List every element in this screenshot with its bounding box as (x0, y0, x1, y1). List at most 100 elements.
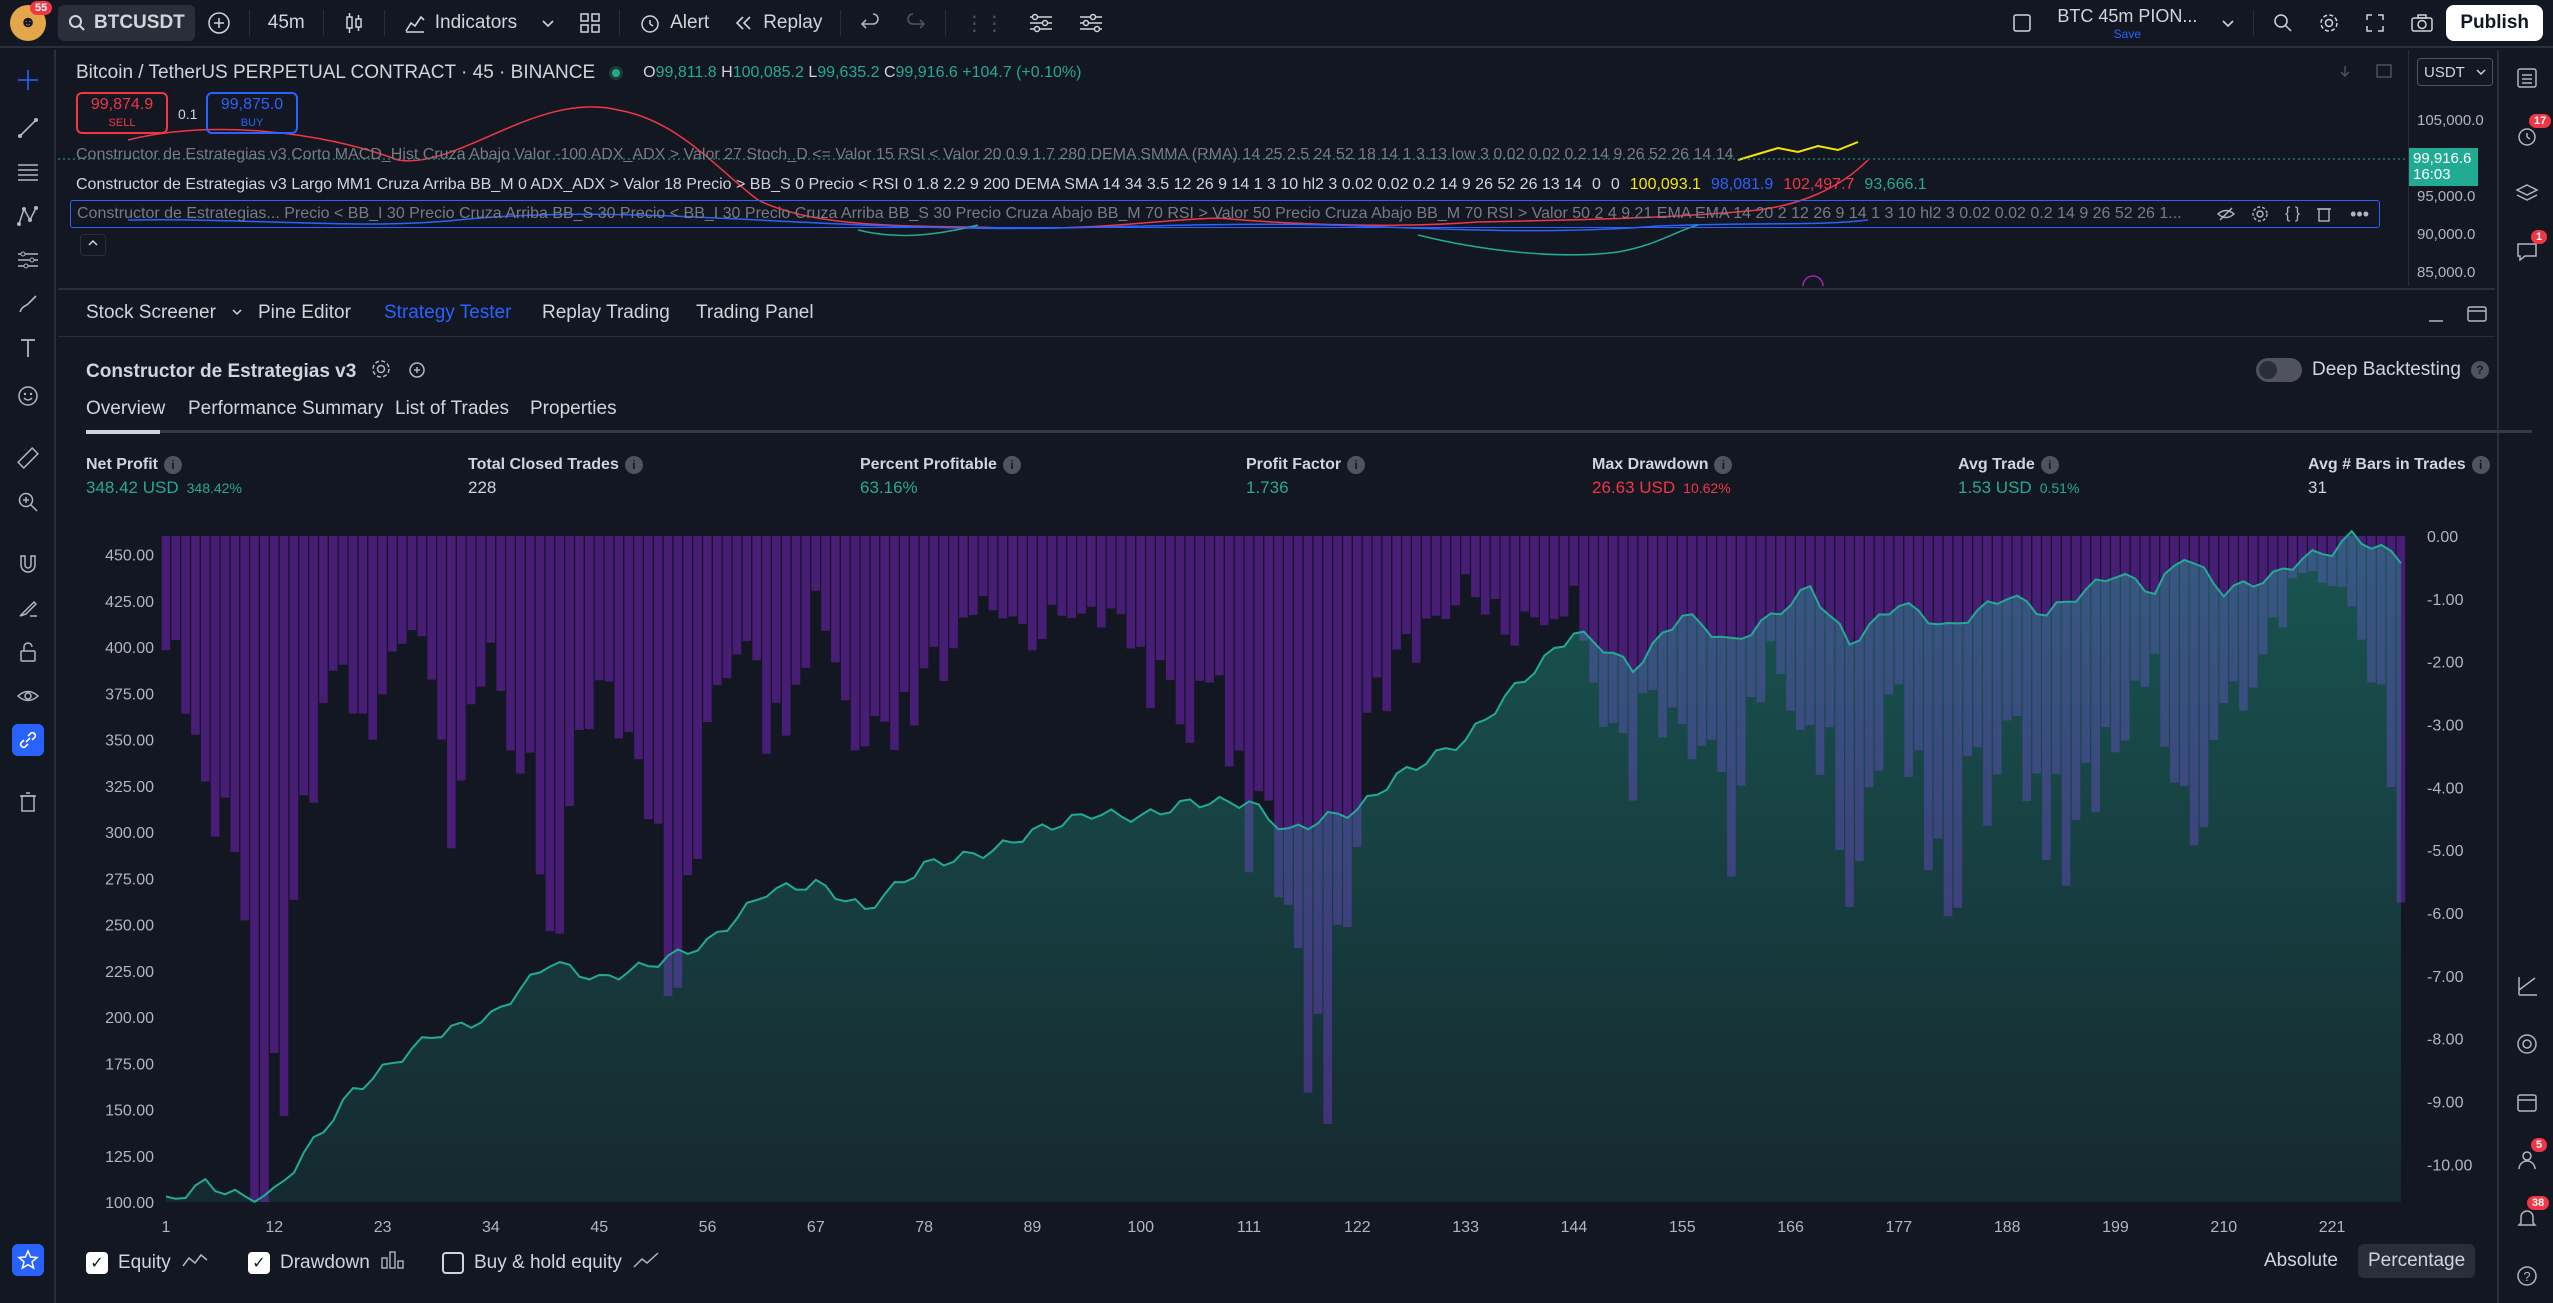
info-icon[interactable]: i (1714, 456, 1733, 474)
watchlist-button[interactable] (2511, 62, 2543, 94)
pattern-tool[interactable] (12, 200, 44, 232)
tab-pine-editor[interactable]: Pine Editor (258, 302, 351, 323)
object-tree-button[interactable] (2511, 178, 2543, 210)
crosshair-tool[interactable] (12, 64, 44, 96)
currency-select[interactable]: USDT (2417, 58, 2493, 86)
symbol-search[interactable]: BTCUSDT (58, 5, 195, 41)
eye-icon[interactable] (2216, 205, 2235, 223)
trading-panel-button[interactable] (2511, 970, 2543, 1002)
indicator-short[interactable]: Constructor de Estrategias v3 Corto MACD… (76, 146, 1734, 163)
absolute-toggle[interactable]: Absolute (2264, 1250, 2338, 1271)
equity-checkbox-row[interactable]: ✓ Equity (86, 1250, 209, 1276)
ruler-tool[interactable] (12, 442, 44, 474)
subtab-list-of-trades[interactable]: List of Trades (395, 398, 510, 419)
zoom-tool[interactable] (12, 486, 44, 518)
drag-handle[interactable]: ⋮⋮ (952, 3, 1016, 43)
strategy-settings-button-2[interactable] (1066, 3, 1116, 43)
info-icon[interactable]: i (2471, 456, 2490, 474)
indicator-long[interactable]: Constructor de Estrategias v3 Largo MM1 … (76, 176, 1927, 194)
community-button[interactable]: 5 (2511, 1138, 2548, 1176)
subtab-overview[interactable]: Overview (86, 398, 166, 419)
compare-button[interactable] (195, 3, 243, 43)
tab-replay-trading[interactable]: Replay Trading (542, 302, 670, 323)
info-icon[interactable]: i (624, 456, 643, 474)
sell-button[interactable]: 99,874.9 SELL (76, 92, 168, 134)
settings-button[interactable] (2306, 3, 2352, 43)
stay-drawing-tool[interactable] (12, 592, 44, 624)
symbol-full-title[interactable]: Bitcoin / TetherUS PERPETUAL CONTRACT · … (76, 62, 596, 83)
trash-icon[interactable] (2316, 205, 2332, 223)
layout-dropdown[interactable] (2209, 3, 2247, 43)
collapse-legend-button[interactable] (80, 234, 106, 256)
info-icon[interactable]: i (1347, 456, 1366, 474)
undo-button[interactable] (847, 3, 893, 43)
link-tool[interactable] (12, 724, 44, 756)
info-icon[interactable]: i (164, 456, 182, 474)
interval-button[interactable]: 45m (267, 12, 305, 33)
help-button[interactable]: ? (2511, 1260, 2543, 1292)
emoji-tool[interactable] (12, 380, 44, 412)
subtab-performance-summary[interactable]: Performance Summary (188, 398, 384, 419)
notifications-button[interactable]: 38 (2511, 1196, 2550, 1234)
info-icon[interactable]: i (2040, 456, 2059, 474)
scroll-down-icon[interactable] (2338, 64, 2352, 83)
tab-stock-screener[interactable]: Stock Screener (86, 302, 243, 324)
subtab-properties[interactable]: Properties (530, 398, 617, 419)
fib-tool[interactable] (12, 156, 44, 188)
help-icon[interactable]: ? (2470, 361, 2489, 379)
price-chart[interactable]: Bitcoin / TetherUS PERPETUAL CONTRACT · … (58, 50, 2408, 286)
favorites-tool[interactable] (12, 1244, 44, 1276)
equity-drawdown-chart[interactable]: 100.00 125.00 150.00 175.00 200.00 225.00 250.… (58, 522, 2495, 1242)
more-icon[interactable]: ••• (2350, 203, 2369, 224)
price-scale[interactable]: USDT 105,000.0 99,916.6 16:03 95,000.0 9… (2408, 50, 2497, 286)
maximize-chart-icon[interactable] (2376, 64, 2392, 83)
redo-button[interactable] (893, 3, 939, 43)
drawdown-checkbox-row[interactable]: ✓ Drawdown (248, 1250, 406, 1276)
tab-strategy-tester[interactable]: Strategy Tester (384, 302, 512, 323)
layout-toggle[interactable] (1999, 3, 2045, 43)
indicators-dropdown[interactable] (529, 3, 567, 43)
add-alert-icon[interactable] (406, 358, 428, 386)
equity-checkbox[interactable]: ✓ (86, 1252, 108, 1274)
info-icon[interactable]: i (1002, 456, 1021, 474)
source-code-icon[interactable]: { } (2284, 205, 2301, 222)
drawdown-checkbox[interactable]: ✓ (248, 1252, 270, 1274)
indicators-button[interactable]: Indicators (391, 3, 529, 43)
minimize-panel-icon[interactable] (2426, 304, 2446, 329)
lock-tool[interactable] (12, 636, 44, 668)
user-avatar[interactable]: ☻ 55 (10, 1, 53, 41)
hide-tool[interactable] (12, 680, 44, 712)
trendline-tool[interactable] (12, 112, 44, 144)
calendar-button[interactable] (2511, 1086, 2543, 1118)
chart-type-button[interactable] (330, 3, 378, 43)
text-tool[interactable] (12, 332, 44, 364)
brush-tool[interactable] (12, 288, 44, 320)
deep-backtesting-toggle[interactable] (2256, 358, 2302, 382)
trash-tool[interactable] (12, 786, 44, 818)
publish-button[interactable]: Publish (2446, 5, 2543, 41)
ideas-button[interactable] (2511, 1028, 2543, 1060)
alert-button[interactable]: Alert (626, 3, 721, 43)
metric-avg-bars: 31 (2308, 478, 2327, 497)
forecast-tool[interactable] (12, 244, 44, 276)
templates-button[interactable] (567, 3, 613, 43)
buyhold-checkbox-row[interactable]: Buy & hold equity (442, 1250, 660, 1276)
fullscreen-button[interactable] (2352, 3, 2398, 43)
indicator-third-selected[interactable]: Constructor de Estrategias... Precio < B… (70, 200, 2380, 228)
tab-trading-panel[interactable]: Trading Panel (696, 302, 814, 323)
snapshot-button[interactable] (2398, 3, 2446, 43)
chat-button[interactable]: 1 (2511, 230, 2548, 268)
strategy-settings-button[interactable] (1016, 3, 1066, 43)
maximize-panel-icon[interactable] (2466, 304, 2488, 329)
alerts-button[interactable]: 17 (2511, 114, 2552, 152)
gear-icon[interactable] (370, 358, 392, 386)
buy-button[interactable]: 99,875.0 BUY (206, 92, 298, 134)
layout-name-button[interactable]: BTC 45m PION... Save (2045, 3, 2209, 43)
percentage-toggle[interactable]: Percentage (2358, 1244, 2476, 1278)
subtab-active-indicator (86, 430, 160, 434)
gear-icon[interactable] (2251, 205, 2269, 223)
magnet-tool[interactable] (12, 548, 44, 580)
replay-button[interactable]: Replay (721, 3, 834, 43)
quick-search-button[interactable] (2260, 3, 2306, 43)
buyhold-checkbox[interactable] (442, 1252, 464, 1274)
